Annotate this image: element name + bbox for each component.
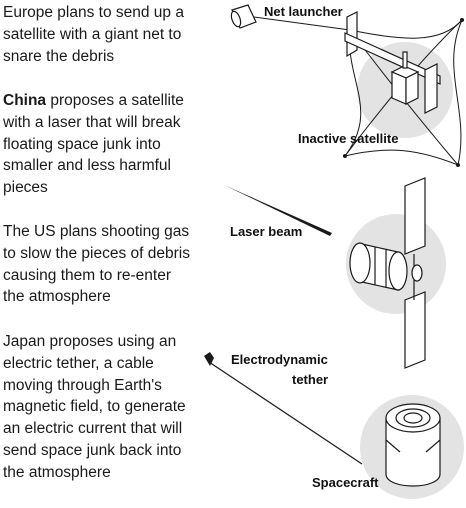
net-launcher-label: Net launcher [264,4,343,19]
tether-label: tether [292,372,329,387]
inactive-satellite-icon [344,11,441,114]
spacecraft-label: Spacecraft [312,475,379,490]
japan-paragraph: Japan proposes using an electric tether,… [3,333,186,481]
electrodynamic-label: Electrodynamic [231,352,328,367]
net-launcher-icon [230,4,257,29]
china-bold: China [3,92,47,109]
tether-icon [204,352,363,465]
europe-paragraph: Europe plans to send up a satellite with… [3,4,184,65]
spacecraft-icon [385,403,441,487]
china-rest: proposes a satellite with a laser that w… [3,92,184,197]
laser-satellite-icon [349,177,426,369]
laser-beam-label: Laser beam [230,224,303,239]
laser-beam-icon [224,185,332,236]
inactive-satellite-label: Inactive satellite [298,131,399,146]
china-paragraph: China proposes a satellite with a laser … [3,90,195,199]
us-paragraph: The US plans shooting gas to slow the pi… [3,223,190,306]
